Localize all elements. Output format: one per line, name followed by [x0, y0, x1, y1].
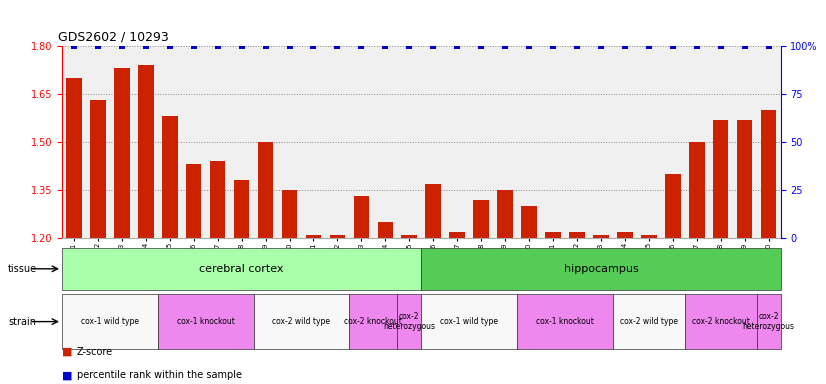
Bar: [258, 142, 273, 238]
Point: [570, 43, 583, 49]
Text: cox-1 knockout: cox-1 knockout: [177, 317, 235, 326]
Point: [282, 43, 296, 49]
Point: [642, 43, 655, 49]
Text: cerebral cortex: cerebral cortex: [199, 264, 284, 274]
Bar: [569, 232, 585, 238]
Bar: [593, 235, 609, 238]
Bar: [138, 65, 154, 238]
Point: [690, 43, 703, 49]
Point: [402, 43, 415, 49]
Point: [426, 43, 439, 49]
Bar: [66, 78, 82, 238]
Point: [714, 43, 727, 49]
Point: [211, 43, 224, 49]
Point: [259, 43, 272, 49]
Text: cox-2
heterozygous: cox-2 heterozygous: [383, 312, 435, 331]
Text: cox-1 knockout: cox-1 knockout: [536, 317, 594, 326]
Point: [187, 43, 200, 49]
Bar: [186, 164, 202, 238]
Bar: [90, 101, 106, 238]
Text: GDS2602 / 10293: GDS2602 / 10293: [59, 30, 169, 43]
Bar: [761, 110, 776, 238]
Point: [738, 43, 751, 49]
Point: [306, 43, 320, 49]
Point: [498, 43, 511, 49]
Text: ■: ■: [62, 347, 73, 357]
Bar: [617, 232, 633, 238]
Bar: [689, 142, 705, 238]
Point: [115, 43, 129, 49]
Bar: [473, 200, 489, 238]
Text: cox-1 wild type: cox-1 wild type: [440, 317, 498, 326]
Bar: [737, 120, 752, 238]
Text: Z-score: Z-score: [77, 347, 113, 357]
Bar: [425, 184, 441, 238]
Point: [594, 43, 607, 49]
Bar: [757, 294, 781, 349]
Bar: [349, 294, 397, 349]
Text: cox-2 knockout: cox-2 knockout: [344, 317, 402, 326]
Text: strain: strain: [8, 316, 36, 327]
Point: [139, 43, 152, 49]
Point: [330, 43, 344, 49]
Bar: [330, 235, 345, 238]
Bar: [62, 248, 421, 290]
Point: [618, 43, 631, 49]
Bar: [641, 235, 657, 238]
Text: cox-2 knockout: cox-2 knockout: [691, 317, 750, 326]
Bar: [401, 235, 417, 238]
Bar: [282, 190, 297, 238]
Bar: [158, 294, 254, 349]
Bar: [665, 174, 681, 238]
Bar: [545, 232, 561, 238]
Bar: [421, 294, 517, 349]
Bar: [685, 294, 757, 349]
Bar: [210, 161, 225, 238]
Point: [378, 43, 392, 49]
Text: cox-2
heterozygous: cox-2 heterozygous: [743, 312, 795, 331]
Bar: [421, 248, 781, 290]
Bar: [449, 232, 465, 238]
Text: tissue: tissue: [8, 264, 37, 274]
Point: [522, 43, 535, 49]
Point: [666, 43, 679, 49]
Point: [163, 43, 176, 49]
Point: [67, 43, 81, 49]
Bar: [62, 294, 158, 349]
Text: ■: ■: [62, 370, 73, 380]
Bar: [713, 120, 729, 238]
Bar: [162, 116, 178, 238]
Point: [762, 43, 775, 49]
Text: cox-2 wild type: cox-2 wild type: [620, 317, 678, 326]
Bar: [306, 235, 321, 238]
Text: cox-2 wild type: cox-2 wild type: [273, 317, 330, 326]
Bar: [613, 294, 685, 349]
Bar: [254, 294, 349, 349]
Bar: [497, 190, 513, 238]
Bar: [234, 180, 249, 238]
Bar: [397, 294, 421, 349]
Bar: [517, 294, 613, 349]
Bar: [377, 222, 393, 238]
Text: cox-1 wild type: cox-1 wild type: [81, 317, 139, 326]
Point: [450, 43, 463, 49]
Bar: [114, 68, 130, 238]
Point: [235, 43, 248, 49]
Point: [354, 43, 368, 49]
Bar: [521, 206, 537, 238]
Point: [546, 43, 559, 49]
Text: percentile rank within the sample: percentile rank within the sample: [77, 370, 242, 380]
Point: [474, 43, 487, 49]
Point: [91, 43, 104, 49]
Text: hippocampus: hippocampus: [563, 264, 638, 274]
Bar: [354, 197, 369, 238]
